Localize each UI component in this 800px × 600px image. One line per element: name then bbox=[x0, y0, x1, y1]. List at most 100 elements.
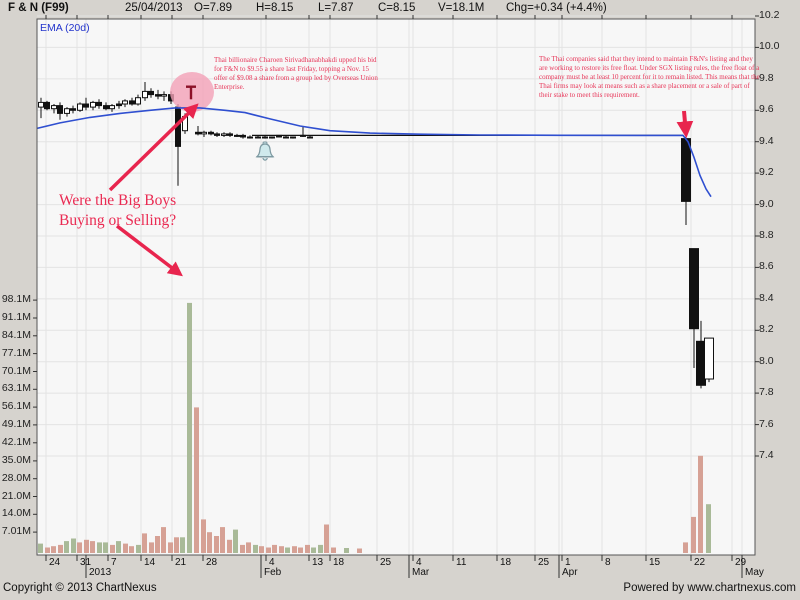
candlestick bbox=[116, 103, 122, 107]
volume-bar bbox=[51, 546, 56, 553]
volume-bar bbox=[298, 547, 303, 553]
annotation-arrow[interactable] bbox=[108, 103, 199, 192]
candlestick bbox=[44, 101, 50, 110]
date-tick-label: 11 bbox=[456, 557, 467, 568]
annotation-arrow[interactable] bbox=[115, 224, 183, 277]
candlestick bbox=[283, 136, 289, 139]
annotation-question[interactable]: Were the Big Boys Buying or Selling? bbox=[59, 191, 176, 231]
date-tick-label: 4 bbox=[416, 557, 422, 568]
volume-tick-label: 35.0M bbox=[1, 453, 31, 466]
quote-bar: F & N (F99) 25/04/2013 O=7.89 H=8.15 L=7… bbox=[0, 0, 800, 19]
powered-by-label: Powered by www.chartnexus.com bbox=[623, 582, 796, 594]
volume-bar bbox=[149, 542, 154, 553]
volume-bar bbox=[272, 544, 277, 553]
quote-close: C=8.15 bbox=[378, 2, 416, 14]
candlestick bbox=[195, 131, 201, 135]
volume-tick-label: 84.1M bbox=[1, 328, 31, 341]
candlestick bbox=[155, 94, 161, 97]
date-tick-label: 1 bbox=[565, 557, 571, 568]
volume-bar bbox=[155, 536, 160, 553]
price-tick-label: 9.8 bbox=[759, 71, 774, 84]
candlestick bbox=[704, 337, 714, 380]
price-tick-label: 8.4 bbox=[759, 291, 774, 304]
date-tick-label: 14 bbox=[144, 557, 156, 568]
volume-bar bbox=[168, 542, 173, 553]
annotation-note-listing-rules[interactable]: The Thai companies said that they intend… bbox=[539, 55, 760, 99]
price-tick-label: 10.0 bbox=[759, 40, 780, 53]
symbol-label: F & N (F99) bbox=[8, 2, 69, 14]
volume-bar bbox=[90, 541, 95, 553]
price-tick-label: 7.6 bbox=[759, 417, 774, 430]
candlestick bbox=[57, 105, 63, 114]
volume-tick-label: 14.0M bbox=[1, 507, 31, 520]
candlestick bbox=[129, 100, 135, 105]
ema-line bbox=[36, 107, 712, 198]
volume-bar bbox=[246, 542, 251, 553]
doji-marker bbox=[186, 85, 196, 100]
candlestick bbox=[122, 100, 128, 105]
volume-bar bbox=[142, 533, 147, 553]
volume-bar bbox=[240, 544, 245, 553]
volume-bar bbox=[64, 541, 69, 553]
candlestick bbox=[227, 133, 233, 136]
candlestick bbox=[77, 103, 83, 111]
price-tick-label: 9.6 bbox=[759, 103, 774, 116]
candlestick bbox=[70, 108, 76, 111]
volume-tick-label: 70.1M bbox=[1, 364, 31, 377]
annotation-note-takeover-bid[interactable]: Thai billionaire Charoen Sirivadhanabhak… bbox=[214, 56, 378, 91]
candlestick bbox=[148, 90, 154, 96]
volume-bar bbox=[45, 547, 50, 553]
volume-bar bbox=[161, 527, 166, 553]
volume-bar bbox=[698, 455, 703, 553]
candlestick bbox=[103, 105, 109, 110]
quote-low: L=7.87 bbox=[318, 2, 354, 14]
price-tick-label: 9.2 bbox=[759, 166, 774, 179]
volume-bar bbox=[324, 524, 329, 553]
candlestick bbox=[681, 138, 691, 202]
volume-bar bbox=[220, 527, 225, 553]
candlestick bbox=[96, 101, 102, 107]
candlestick bbox=[234, 134, 240, 137]
month-label: May bbox=[745, 567, 764, 578]
month-label: 2013 bbox=[89, 567, 112, 578]
quote-date: 25/04/2013 bbox=[125, 2, 183, 14]
volume-tick-label: 7.01M bbox=[1, 525, 31, 538]
candlestick bbox=[307, 136, 313, 139]
volume-bar bbox=[344, 548, 349, 553]
candlestick bbox=[255, 136, 261, 139]
volume-bar bbox=[180, 537, 185, 553]
volume-bar bbox=[253, 544, 258, 553]
candlestick bbox=[300, 134, 306, 137]
date-tick-label: 25 bbox=[380, 557, 392, 568]
month-label: Feb bbox=[264, 567, 282, 578]
volume-tick-label: 98.1M bbox=[1, 293, 31, 306]
volume-bar bbox=[691, 516, 696, 553]
candlestick bbox=[221, 133, 227, 136]
volume-tick-label: 91.1M bbox=[1, 311, 31, 323]
volume-bar bbox=[77, 542, 82, 553]
volume-tick-label: 42.1M bbox=[1, 435, 31, 448]
volume-bar bbox=[266, 547, 271, 553]
volume-bar bbox=[311, 547, 316, 553]
annotation-arrow[interactable] bbox=[676, 110, 694, 139]
quote-change: Chg=+0.34 (+4.4%) bbox=[506, 2, 607, 14]
volume-tick-label: 21.0M bbox=[1, 489, 31, 502]
volume-tick-label: 56.1M bbox=[1, 400, 31, 413]
annotation-question-line2: Buying or Selling? bbox=[59, 212, 177, 229]
bell-icon[interactable] bbox=[253, 141, 277, 164]
candlestick bbox=[290, 136, 296, 139]
month-label: Apr bbox=[562, 567, 578, 578]
candlestick bbox=[51, 105, 57, 110]
candlestick bbox=[135, 97, 141, 105]
volume-tick-label: 28.0M bbox=[1, 471, 31, 484]
volume-bar bbox=[123, 543, 128, 553]
volume-bar bbox=[187, 302, 192, 553]
volume-tick-label: 49.1M bbox=[1, 417, 31, 430]
volume-bar bbox=[214, 536, 219, 553]
candlestick bbox=[240, 134, 246, 138]
date-tick-label: 18 bbox=[333, 557, 345, 568]
plot-background[interactable] bbox=[37, 19, 755, 555]
copyright-label: Copyright © 2013 ChartNexus bbox=[3, 582, 157, 594]
